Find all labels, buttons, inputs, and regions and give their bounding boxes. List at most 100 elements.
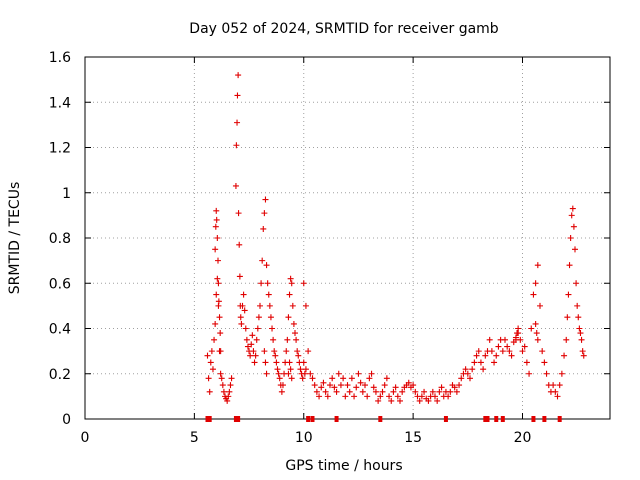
- axis-marker: [443, 416, 448, 422]
- data-point: [421, 388, 428, 395]
- axis-marker: [207, 416, 212, 422]
- data-point: [333, 388, 340, 395]
- data-point: [213, 291, 220, 298]
- data-point: [271, 348, 278, 355]
- y-tick-label: 0.8: [49, 231, 71, 247]
- data-point: [316, 393, 323, 400]
- data-point: [327, 382, 333, 389]
- data-point: [556, 382, 563, 389]
- data-point: [284, 336, 291, 343]
- data-point: [383, 375, 390, 382]
- data-point: [278, 388, 285, 395]
- data-point: [273, 359, 280, 366]
- data-point: [228, 375, 235, 382]
- data-point: [272, 352, 279, 359]
- data-point: [563, 336, 570, 343]
- data-point: [532, 280, 539, 287]
- data-point: [320, 379, 327, 386]
- data-point: [506, 348, 513, 355]
- data-point: [214, 275, 221, 282]
- data-point: [495, 343, 502, 350]
- data-point: [386, 393, 393, 400]
- data-point: [267, 314, 274, 321]
- data-point: [285, 314, 292, 321]
- data-point: [353, 384, 360, 391]
- x-tick-label: 20: [514, 430, 532, 446]
- data-point: [263, 370, 270, 377]
- data-point: [502, 336, 508, 343]
- data-point: [577, 330, 584, 337]
- data-point: [471, 359, 478, 366]
- data-point: [572, 246, 578, 253]
- data-point: [432, 393, 438, 400]
- data-point: [213, 216, 220, 223]
- data-point: [275, 370, 282, 377]
- data-point: [564, 314, 571, 321]
- data-point: [287, 275, 294, 282]
- data-point: [372, 388, 379, 395]
- data-point: [504, 343, 511, 350]
- data-point: [482, 352, 489, 359]
- data-point: [212, 223, 219, 230]
- data-point: [521, 343, 528, 350]
- data-point: [366, 375, 373, 382]
- x-tick-label: 0: [81, 430, 90, 446]
- data-point: [458, 375, 465, 382]
- data-point: [247, 352, 254, 359]
- data-point: [523, 359, 530, 366]
- data-point: [217, 330, 224, 337]
- chart-title: Day 052 of 2024, SRMTID for receiver gam…: [189, 21, 499, 37]
- data-point: [253, 336, 260, 343]
- data-point: [357, 379, 364, 386]
- data-point: [299, 375, 306, 382]
- data-point: [565, 291, 572, 298]
- data-point: [287, 366, 294, 373]
- axis-marker: [334, 416, 339, 422]
- data-point: [405, 379, 412, 386]
- data-point: [220, 388, 227, 395]
- axis-marker: [542, 416, 547, 422]
- data-point: [543, 370, 550, 377]
- data-point: [514, 330, 521, 337]
- data-point: [534, 336, 541, 343]
- data-point: [269, 325, 276, 332]
- data-point: [217, 348, 224, 355]
- data-point: [375, 397, 382, 404]
- axis-marker: [500, 416, 505, 422]
- data-point: [313, 388, 320, 395]
- data-point: [204, 352, 211, 359]
- data-point: [331, 384, 338, 391]
- data-point: [262, 359, 269, 366]
- data-point: [212, 246, 219, 253]
- y-tick-label: 1: [62, 186, 71, 202]
- data-point: [499, 348, 506, 355]
- data-point: [567, 235, 574, 241]
- data-point: [294, 348, 301, 355]
- data-point: [368, 370, 375, 377]
- data-point: [286, 359, 293, 366]
- data-point: [238, 320, 245, 327]
- data-point: [493, 352, 500, 359]
- data-point: [234, 92, 241, 99]
- x-tick-label: 15: [404, 430, 422, 446]
- data-point: [237, 314, 244, 321]
- data-point: [279, 382, 286, 389]
- data-point: [534, 262, 541, 269]
- data-point: [249, 332, 256, 339]
- axis-marker: [306, 416, 311, 422]
- data-point: [212, 320, 219, 327]
- data-point: [309, 375, 316, 382]
- data-point: [469, 366, 476, 373]
- axis-marker: [494, 416, 499, 422]
- data-point: [337, 382, 344, 389]
- axis-marker: [310, 416, 315, 422]
- data-point: [293, 336, 300, 343]
- data-point: [214, 235, 221, 241]
- data-point: [232, 182, 239, 189]
- data-point: [219, 382, 226, 389]
- axis-marker: [557, 416, 562, 422]
- data-point: [205, 375, 212, 382]
- data-point: [355, 370, 362, 377]
- data-point: [207, 359, 214, 366]
- data-point: [307, 370, 314, 377]
